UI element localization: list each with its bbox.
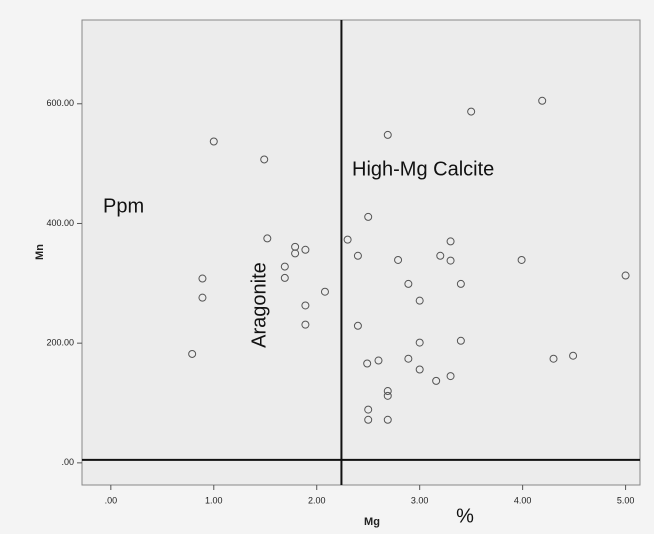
point — [301, 301, 310, 310]
point — [301, 320, 310, 329]
annotation: Ppm — [103, 195, 144, 217]
point — [517, 255, 526, 264]
x-tick-label: 1.00 — [205, 495, 223, 505]
point — [280, 262, 289, 271]
point — [353, 321, 362, 330]
y-axis-label: Mn — [34, 244, 46, 260]
point — [383, 130, 392, 139]
point — [353, 251, 362, 260]
point — [363, 359, 372, 368]
point — [364, 405, 373, 414]
point — [343, 235, 352, 244]
x-tick-label: 4.00 — [514, 495, 532, 505]
y-tick-label: 200.00 — [46, 338, 74, 348]
point — [436, 251, 445, 260]
y-tick-label: 400.00 — [46, 218, 74, 228]
x-tick-label: 3.00 — [411, 495, 429, 505]
point — [415, 296, 424, 305]
point — [198, 274, 207, 283]
point — [404, 279, 413, 288]
point — [280, 273, 289, 282]
point — [394, 255, 403, 264]
point — [260, 155, 269, 164]
point — [415, 365, 424, 374]
point — [364, 415, 373, 424]
point — [446, 237, 455, 246]
plot-area — [81, 19, 641, 486]
point — [415, 338, 424, 347]
point — [404, 354, 413, 363]
point — [383, 387, 392, 396]
point — [467, 107, 476, 116]
point — [621, 271, 630, 280]
annotation: High-Mg Calcite — [352, 158, 494, 180]
point — [320, 287, 329, 296]
x-tick-label: .00 — [105, 495, 118, 505]
point — [374, 356, 383, 365]
annotation: % — [456, 505, 474, 527]
point — [383, 391, 392, 400]
point — [446, 256, 455, 265]
x-tick-label: 2.00 — [308, 495, 326, 505]
point — [291, 249, 300, 258]
point — [432, 376, 441, 385]
point — [549, 354, 558, 363]
point — [383, 415, 392, 424]
point — [198, 293, 207, 302]
point — [569, 351, 578, 360]
point — [538, 96, 547, 105]
point — [364, 212, 373, 221]
y-tick-label: .00 — [61, 457, 74, 467]
point — [446, 372, 455, 381]
point — [456, 336, 465, 345]
x-tick-label: 5.00 — [617, 495, 635, 505]
point — [301, 245, 310, 254]
x-axis-label: Mg — [364, 516, 380, 528]
point — [209, 137, 218, 146]
point — [263, 234, 272, 243]
point — [188, 349, 197, 358]
y-tick-label: 600.00 — [46, 98, 74, 108]
annotation: Aragonite — [248, 262, 270, 348]
point — [456, 279, 465, 288]
